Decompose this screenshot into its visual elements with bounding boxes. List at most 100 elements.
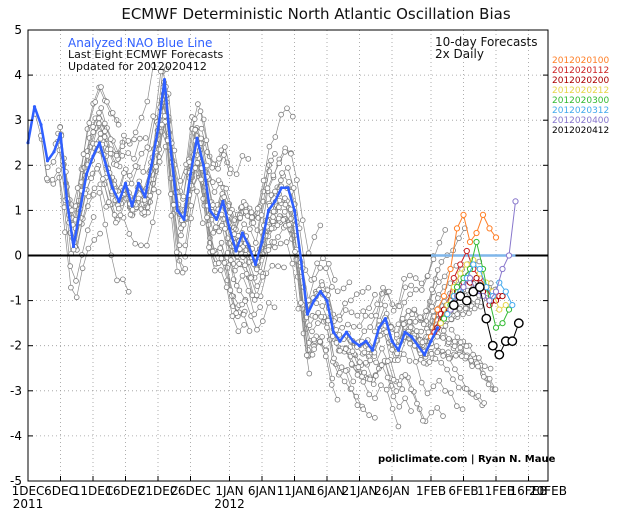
spaghetti-point (260, 177, 267, 184)
spaghetti-point (43, 175, 50, 182)
spaghetti-point (132, 240, 139, 247)
spaghetti-point (292, 249, 298, 255)
spaghetti-point (178, 232, 184, 239)
spaghetti-point (366, 412, 372, 418)
spaghetti-point (353, 291, 360, 298)
x-year-label: 2012 (214, 497, 245, 511)
spaghetti-point (88, 175, 94, 182)
spaghetti-point (406, 319, 413, 325)
forecast-point (466, 275, 474, 282)
spaghetti-point (215, 166, 221, 172)
spaghetti-point (322, 353, 329, 360)
spaghetti-point (84, 227, 91, 234)
spaghetti-point (434, 333, 441, 340)
spaghetti-point (294, 177, 300, 183)
spaghetti-point (357, 359, 363, 365)
spaghetti-point (194, 160, 201, 166)
spaghetti-point (199, 220, 206, 227)
spaghetti-point (389, 405, 396, 412)
spaghetti-point (253, 266, 260, 273)
spaghetti-point (393, 331, 400, 338)
analyzed-nao-point (266, 208, 271, 212)
spaghetti-point (350, 323, 357, 330)
spaghetti-point (280, 217, 287, 223)
spaghetti-point (362, 312, 369, 319)
spaghetti-point (401, 275, 407, 282)
spaghetti-point (485, 381, 492, 388)
analyzed-nao-point (396, 348, 401, 352)
spaghetti-point (80, 151, 87, 157)
x-tick-label: 26DEC (170, 484, 210, 498)
spaghetti-point (408, 386, 415, 393)
spaghetti-point (109, 110, 116, 116)
analyzed-nao-point (78, 208, 82, 212)
spaghetti-point (258, 212, 265, 218)
spaghetti-point (216, 228, 222, 235)
x-year-label: 2011 (13, 497, 44, 511)
spaghetti-point (102, 128, 108, 135)
spaghetti-point (217, 245, 224, 251)
spaghetti-point (331, 355, 337, 362)
analyzed-nao-point (364, 339, 368, 343)
spaghetti-point (354, 402, 361, 408)
spaghetti-point (378, 362, 385, 368)
spaghetti-point (458, 353, 465, 359)
spaghetti-point (277, 240, 284, 247)
forecast-point (492, 324, 500, 331)
spaghetti-point (284, 105, 290, 112)
spaghetti-point (96, 115, 102, 122)
spaghetti-point (333, 340, 340, 346)
spaghetti-point (354, 312, 361, 319)
spaghetti-point (218, 255, 225, 262)
spaghetti-point (406, 358, 413, 364)
spaghetti-point (239, 301, 245, 308)
spaghetti-point (251, 311, 258, 318)
spaghetti-point (245, 287, 252, 294)
spaghetti-point (452, 366, 458, 373)
spaghetti-point (278, 177, 284, 184)
x-tick-label: 16DEC (105, 484, 145, 498)
spaghetti-point (254, 205, 261, 212)
y-tick-label: 3 (14, 113, 22, 127)
forecast-point (447, 265, 454, 273)
spaghetti-point (85, 245, 92, 252)
spaghetti-point (192, 165, 199, 171)
spaghetti-point (434, 295, 441, 301)
spaghetti-point (370, 381, 377, 388)
spaghetti-point (215, 260, 222, 266)
spaghetti-point (299, 217, 306, 224)
forecast-point (499, 265, 506, 273)
forecast-point (487, 340, 498, 351)
spaghetti-point (336, 316, 343, 323)
y-tick-label: -1 (10, 294, 22, 308)
spaghetti-point (275, 263, 281, 270)
spaghetti-point (418, 379, 425, 386)
spaghetti-point (129, 207, 136, 213)
spaghetti-point (407, 272, 413, 279)
spaghetti-point (372, 414, 378, 421)
spaghetti-point (396, 381, 403, 388)
analyzed-nao-point (39, 123, 43, 127)
spaghetti-point (127, 211, 134, 218)
spaghetti-point (434, 405, 441, 411)
forecast-point (460, 284, 467, 291)
forecast-series-group (427, 198, 524, 360)
spaghetti-point (355, 364, 362, 370)
analyzed-nao-point (325, 299, 329, 303)
spaghetti-point (373, 373, 379, 379)
analyzed-nao-point (227, 226, 232, 230)
spaghetti-point (276, 204, 282, 211)
spaghetti-point (224, 235, 231, 242)
y-tick-label: 0 (14, 249, 22, 263)
forecast-point (502, 302, 509, 309)
spaghetti-point (236, 261, 243, 267)
spaghetti-point (132, 129, 139, 136)
spaghetti-point (270, 214, 276, 220)
spaghetti-point (221, 152, 227, 158)
forecast-point (461, 295, 472, 306)
forecast-point (492, 234, 500, 241)
analyzed-nao-point (156, 127, 160, 131)
spaghetti-point (420, 359, 427, 366)
spaghetti-point (440, 327, 447, 334)
spaghetti-point (429, 286, 435, 293)
